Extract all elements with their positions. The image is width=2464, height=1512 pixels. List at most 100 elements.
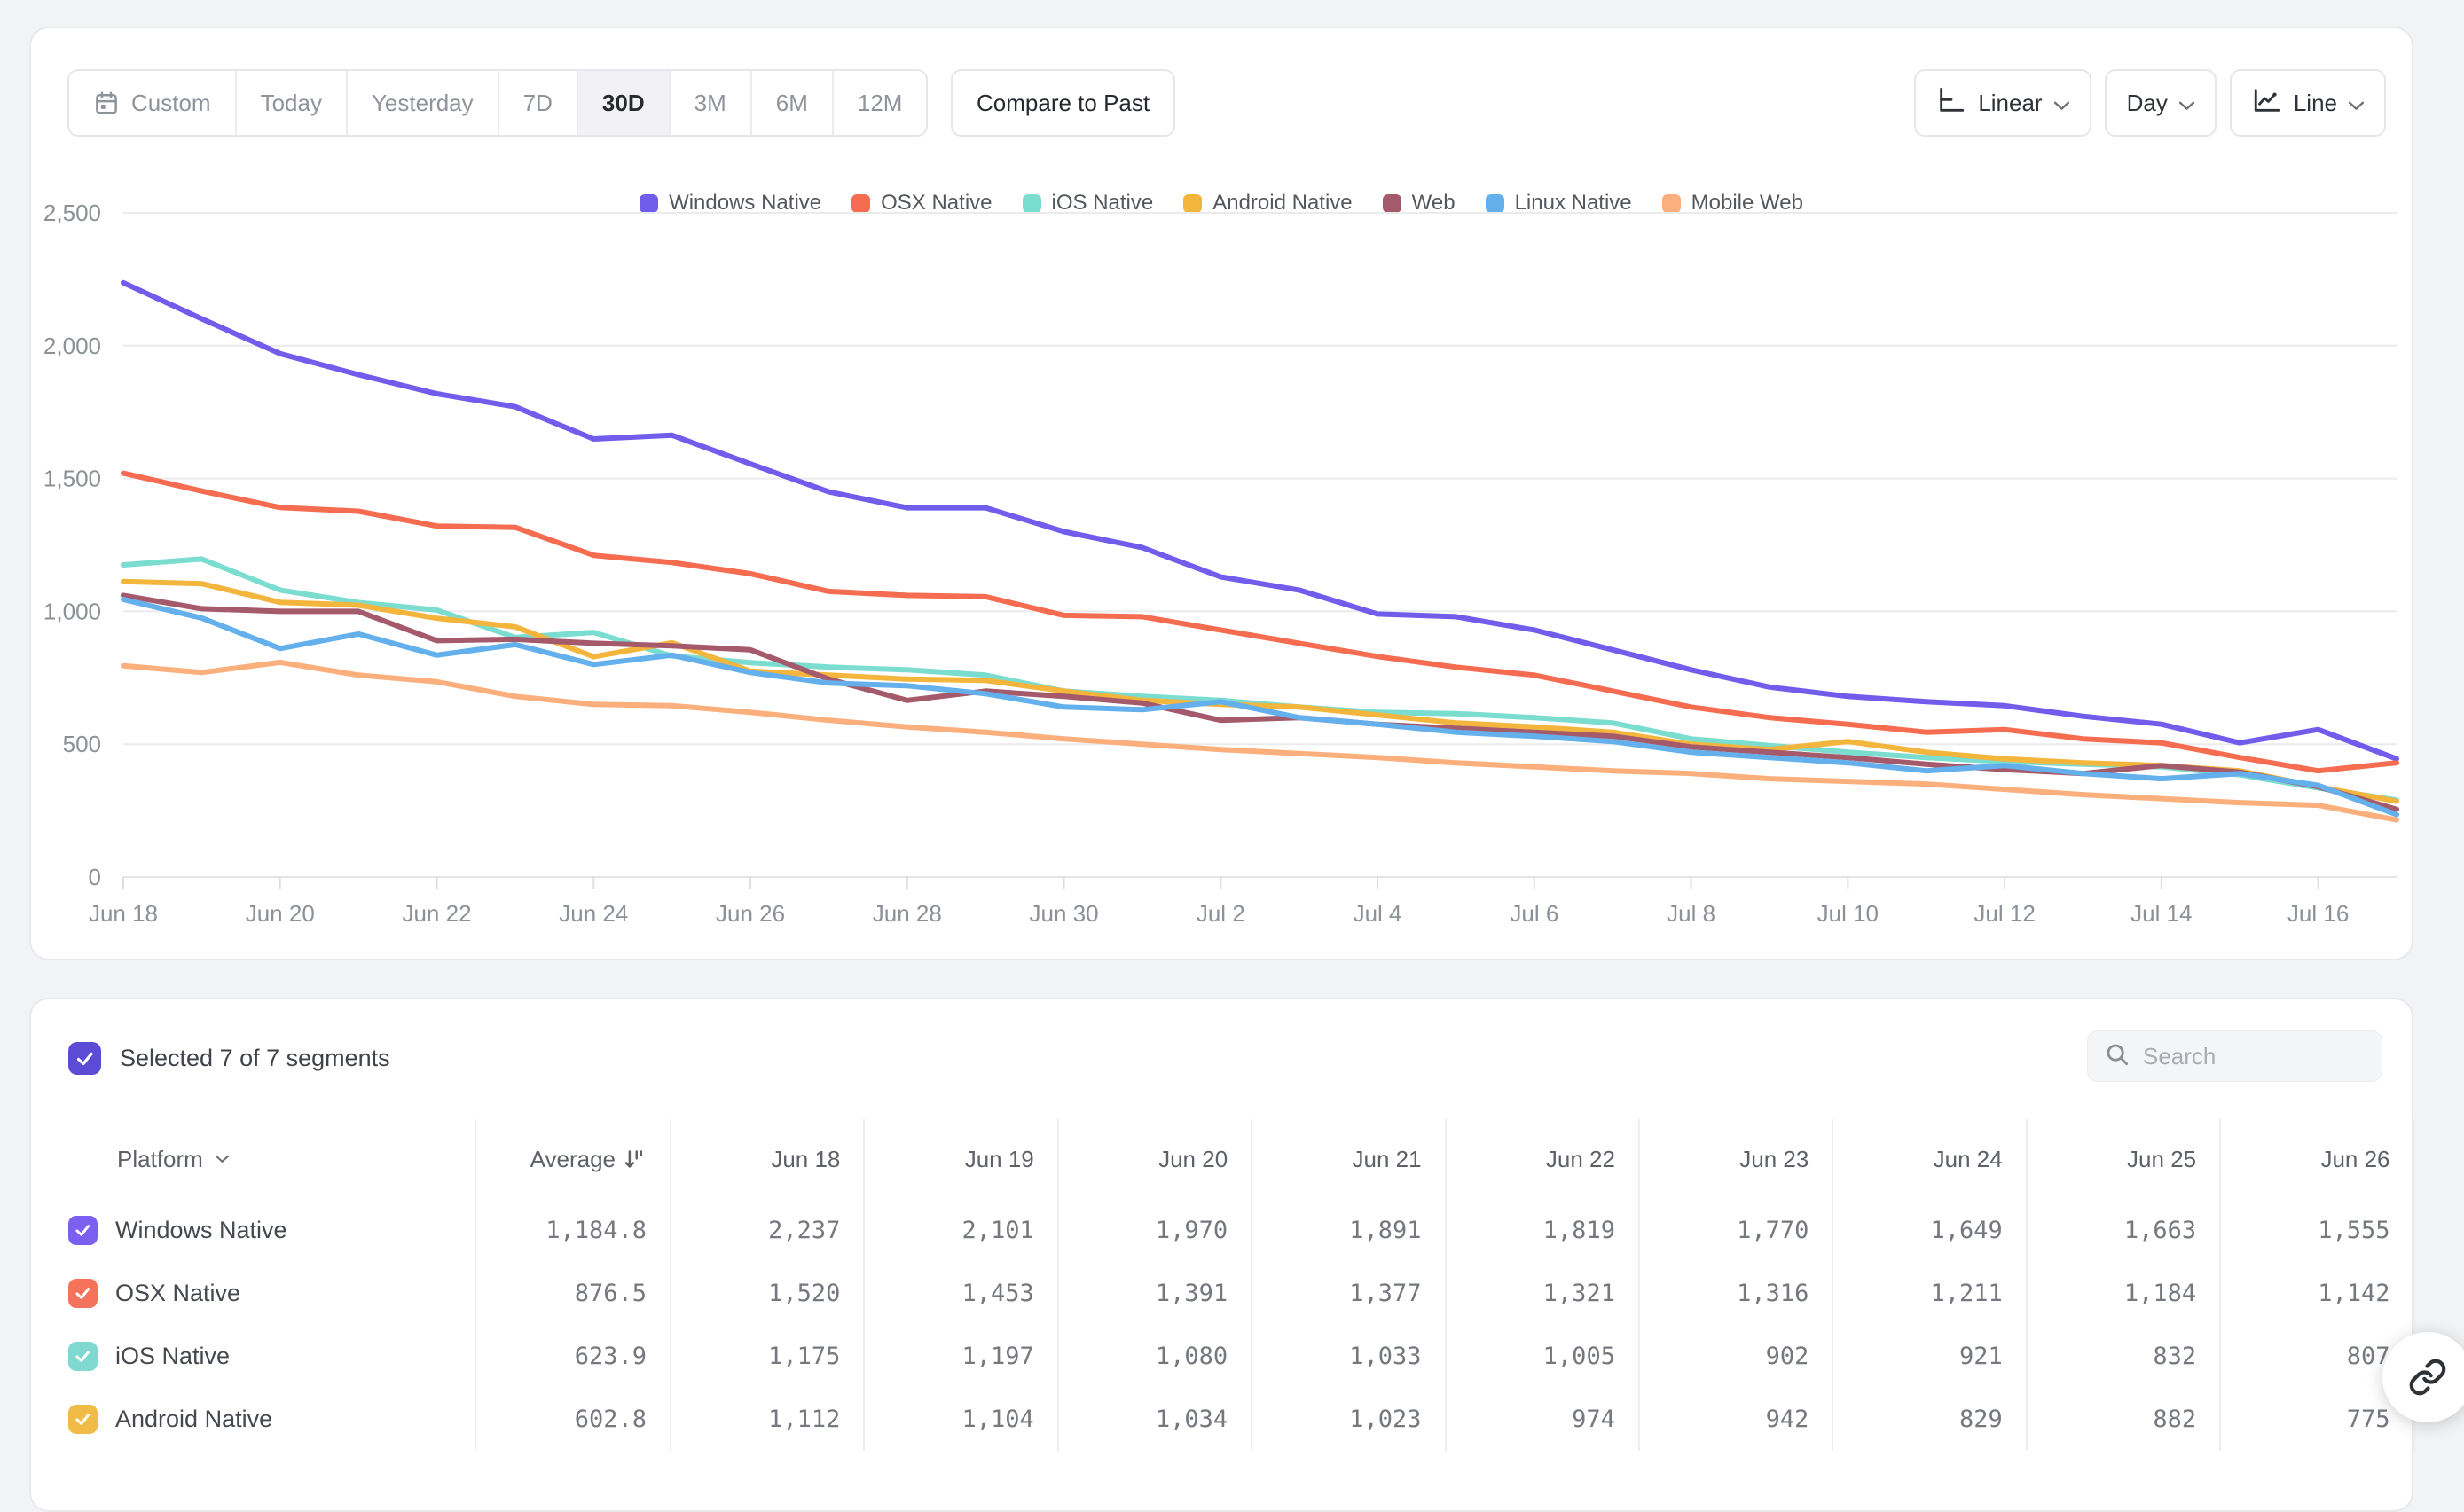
value-cell: 1,649 <box>1833 1199 2028 1262</box>
segment-day-value: 1,321 <box>1542 1280 1615 1307</box>
line-chart-icon <box>2252 85 2282 121</box>
scale-dropdown[interactable]: Linear <box>1914 69 2091 137</box>
table-row-platform: OSX Native <box>31 1262 476 1325</box>
segment-day-value: 1,819 <box>1542 1217 1615 1244</box>
legend-item-linux-native[interactable]: Linux Native <box>1485 191 1632 215</box>
legend-item-osx-native[interactable]: OSX Native <box>851 191 993 215</box>
average-value: 623.9 <box>574 1343 647 1370</box>
legend-item-web[interactable]: Web <box>1382 191 1456 215</box>
search-icon <box>2104 1041 2130 1072</box>
value-cell: 1,453 <box>865 1262 1059 1325</box>
range-button-7d[interactable]: 7D <box>499 71 578 135</box>
date-column-header: Jun 20 <box>1059 1119 1253 1199</box>
value-cell: 974 <box>1447 1388 1640 1451</box>
series-line-mobile-web[interactable] <box>121 659 2399 823</box>
y-axis-label: 2,500 <box>43 200 101 226</box>
series-line-windows-native[interactable] <box>121 279 2399 762</box>
series-line-linux-native[interactable] <box>121 596 2399 818</box>
segment-checkbox-android-native[interactable] <box>68 1405 98 1434</box>
x-axis-label: Jun 18 <box>89 900 158 927</box>
date-range-picker: Custom Today Yesterday 7D 30D 3M 6M 12M <box>67 69 929 137</box>
date-header-label: Jun 19 <box>964 1145 1034 1172</box>
date-header-label: Jun 24 <box>1933 1145 2003 1172</box>
date-header-label: Jun 22 <box>1545 1145 1615 1172</box>
range-button-3m[interactable]: 3M <box>671 71 752 135</box>
range-button-today[interactable]: Today <box>237 71 348 135</box>
legend-item-ios-native[interactable]: iOS Native <box>1022 191 1153 215</box>
legend-swatch <box>1183 193 1203 213</box>
segment-day-value: 2,101 <box>961 1217 1034 1244</box>
legend-label: OSX Native <box>881 191 993 215</box>
segment-day-value: 1,005 <box>1542 1343 1615 1370</box>
value-cell: 1,104 <box>865 1388 1059 1451</box>
value-cell: 1,184 <box>2028 1262 2222 1325</box>
legend-swatch <box>1022 193 1041 213</box>
x-axis-label: Jul 2 <box>1197 900 1245 927</box>
range-button-label: Yesterday <box>371 89 474 116</box>
segment-day-value: 1,142 <box>2318 1280 2390 1307</box>
value-cell: 1,005 <box>1447 1325 1640 1388</box>
granularity-dropdown[interactable]: Day <box>2104 69 2217 137</box>
segment-day-value: 1,316 <box>1737 1280 1809 1307</box>
y-axis-label: 2,000 <box>43 333 101 359</box>
check-icon <box>76 1052 93 1065</box>
range-button-custom[interactable]: Custom <box>69 71 237 135</box>
series-line-web[interactable] <box>121 592 2399 812</box>
value-cell: 882 <box>2028 1388 2222 1451</box>
range-button-label: 12M <box>857 89 903 116</box>
sort-descending-icon <box>623 1148 647 1171</box>
search-input[interactable] <box>2143 1042 2366 1070</box>
segment-checkbox-osx-native[interactable] <box>68 1279 98 1308</box>
legend-item-mobile-web[interactable]: Mobile Web <box>1661 191 1803 215</box>
range-button-yesterday[interactable]: Yesterday <box>348 71 499 135</box>
chart-legend: Windows Native OSX Native iOS Native Androi… <box>31 191 2412 215</box>
value-cell: 1,112 <box>671 1388 866 1451</box>
date-column-header: Jun 22 <box>1447 1119 1640 1199</box>
segment-day-value: 1,391 <box>1155 1280 1228 1307</box>
range-button-label: 6M <box>775 89 808 116</box>
y-axis-label: 500 <box>63 731 101 757</box>
segment-label: iOS Native <box>115 1343 231 1369</box>
value-cell: 1,891 <box>1252 1199 1447 1262</box>
series-line-android-native[interactable] <box>121 578 2399 804</box>
segment-checkbox-windows-native[interactable] <box>68 1216 98 1245</box>
segment-day-value: 1,377 <box>1349 1280 1422 1307</box>
segment-day-value: 1,023 <box>1349 1406 1422 1433</box>
date-header-label: Jun 20 <box>1158 1145 1228 1172</box>
select-all-checkbox[interactable] <box>68 1042 101 1075</box>
value-cell: 1,142 <box>2221 1262 2415 1325</box>
average-value: 1,184.8 <box>545 1217 647 1244</box>
range-button-30d[interactable]: 30D <box>577 71 671 135</box>
value-cell: 1,175 <box>671 1325 866 1388</box>
segment-checkbox-ios-native[interactable] <box>68 1342 98 1371</box>
range-button-label: 7D <box>522 89 553 116</box>
segment-day-value: 1,649 <box>1930 1217 2003 1244</box>
segment-day-value: 1,970 <box>1155 1217 1228 1244</box>
value-cell: 2,101 <box>865 1199 1059 1262</box>
legend-label: Linux Native <box>1514 191 1632 215</box>
segment-day-value: 921 <box>1958 1343 2003 1370</box>
average-column-header[interactable]: Average <box>476 1119 671 1199</box>
segment-day-value: 1,197 <box>961 1343 1034 1370</box>
chart-type-dropdown-label: Line <box>2293 89 2337 116</box>
value-cell: 775 <box>2221 1388 2415 1451</box>
range-button-12m[interactable]: 12M <box>834 71 927 135</box>
chart-type-dropdown[interactable]: Line <box>2229 69 2386 137</box>
analytics-dashboard: { "toolbar": { "ranges": [ {"label": "Cu… <box>29 27 2464 1512</box>
legend-item-android-native[interactable]: Android Native <box>1183 191 1353 215</box>
average-value-cell: 623.9 <box>476 1325 671 1388</box>
platform-column-header[interactable]: Platform <box>31 1119 476 1199</box>
value-cell: 921 <box>1833 1325 2028 1388</box>
legend-label: Web <box>1411 191 1456 215</box>
compare-to-past-button[interactable]: Compare to Past <box>951 69 1176 137</box>
series-line-osx-native[interactable] <box>121 470 2399 774</box>
table-row-platform: iOS Native <box>31 1325 476 1388</box>
range-button-6m[interactable]: 6M <box>752 71 834 135</box>
value-cell: 832 <box>2028 1325 2222 1388</box>
average-value: 876.5 <box>574 1280 647 1307</box>
legend-item-windows-native[interactable]: Windows Native <box>640 191 821 215</box>
value-cell: 1,520 <box>671 1262 866 1325</box>
average-value-cell: 876.5 <box>476 1262 671 1325</box>
value-cell: 2,237 <box>671 1199 866 1262</box>
copy-link-button[interactable] <box>2382 1332 2464 1422</box>
